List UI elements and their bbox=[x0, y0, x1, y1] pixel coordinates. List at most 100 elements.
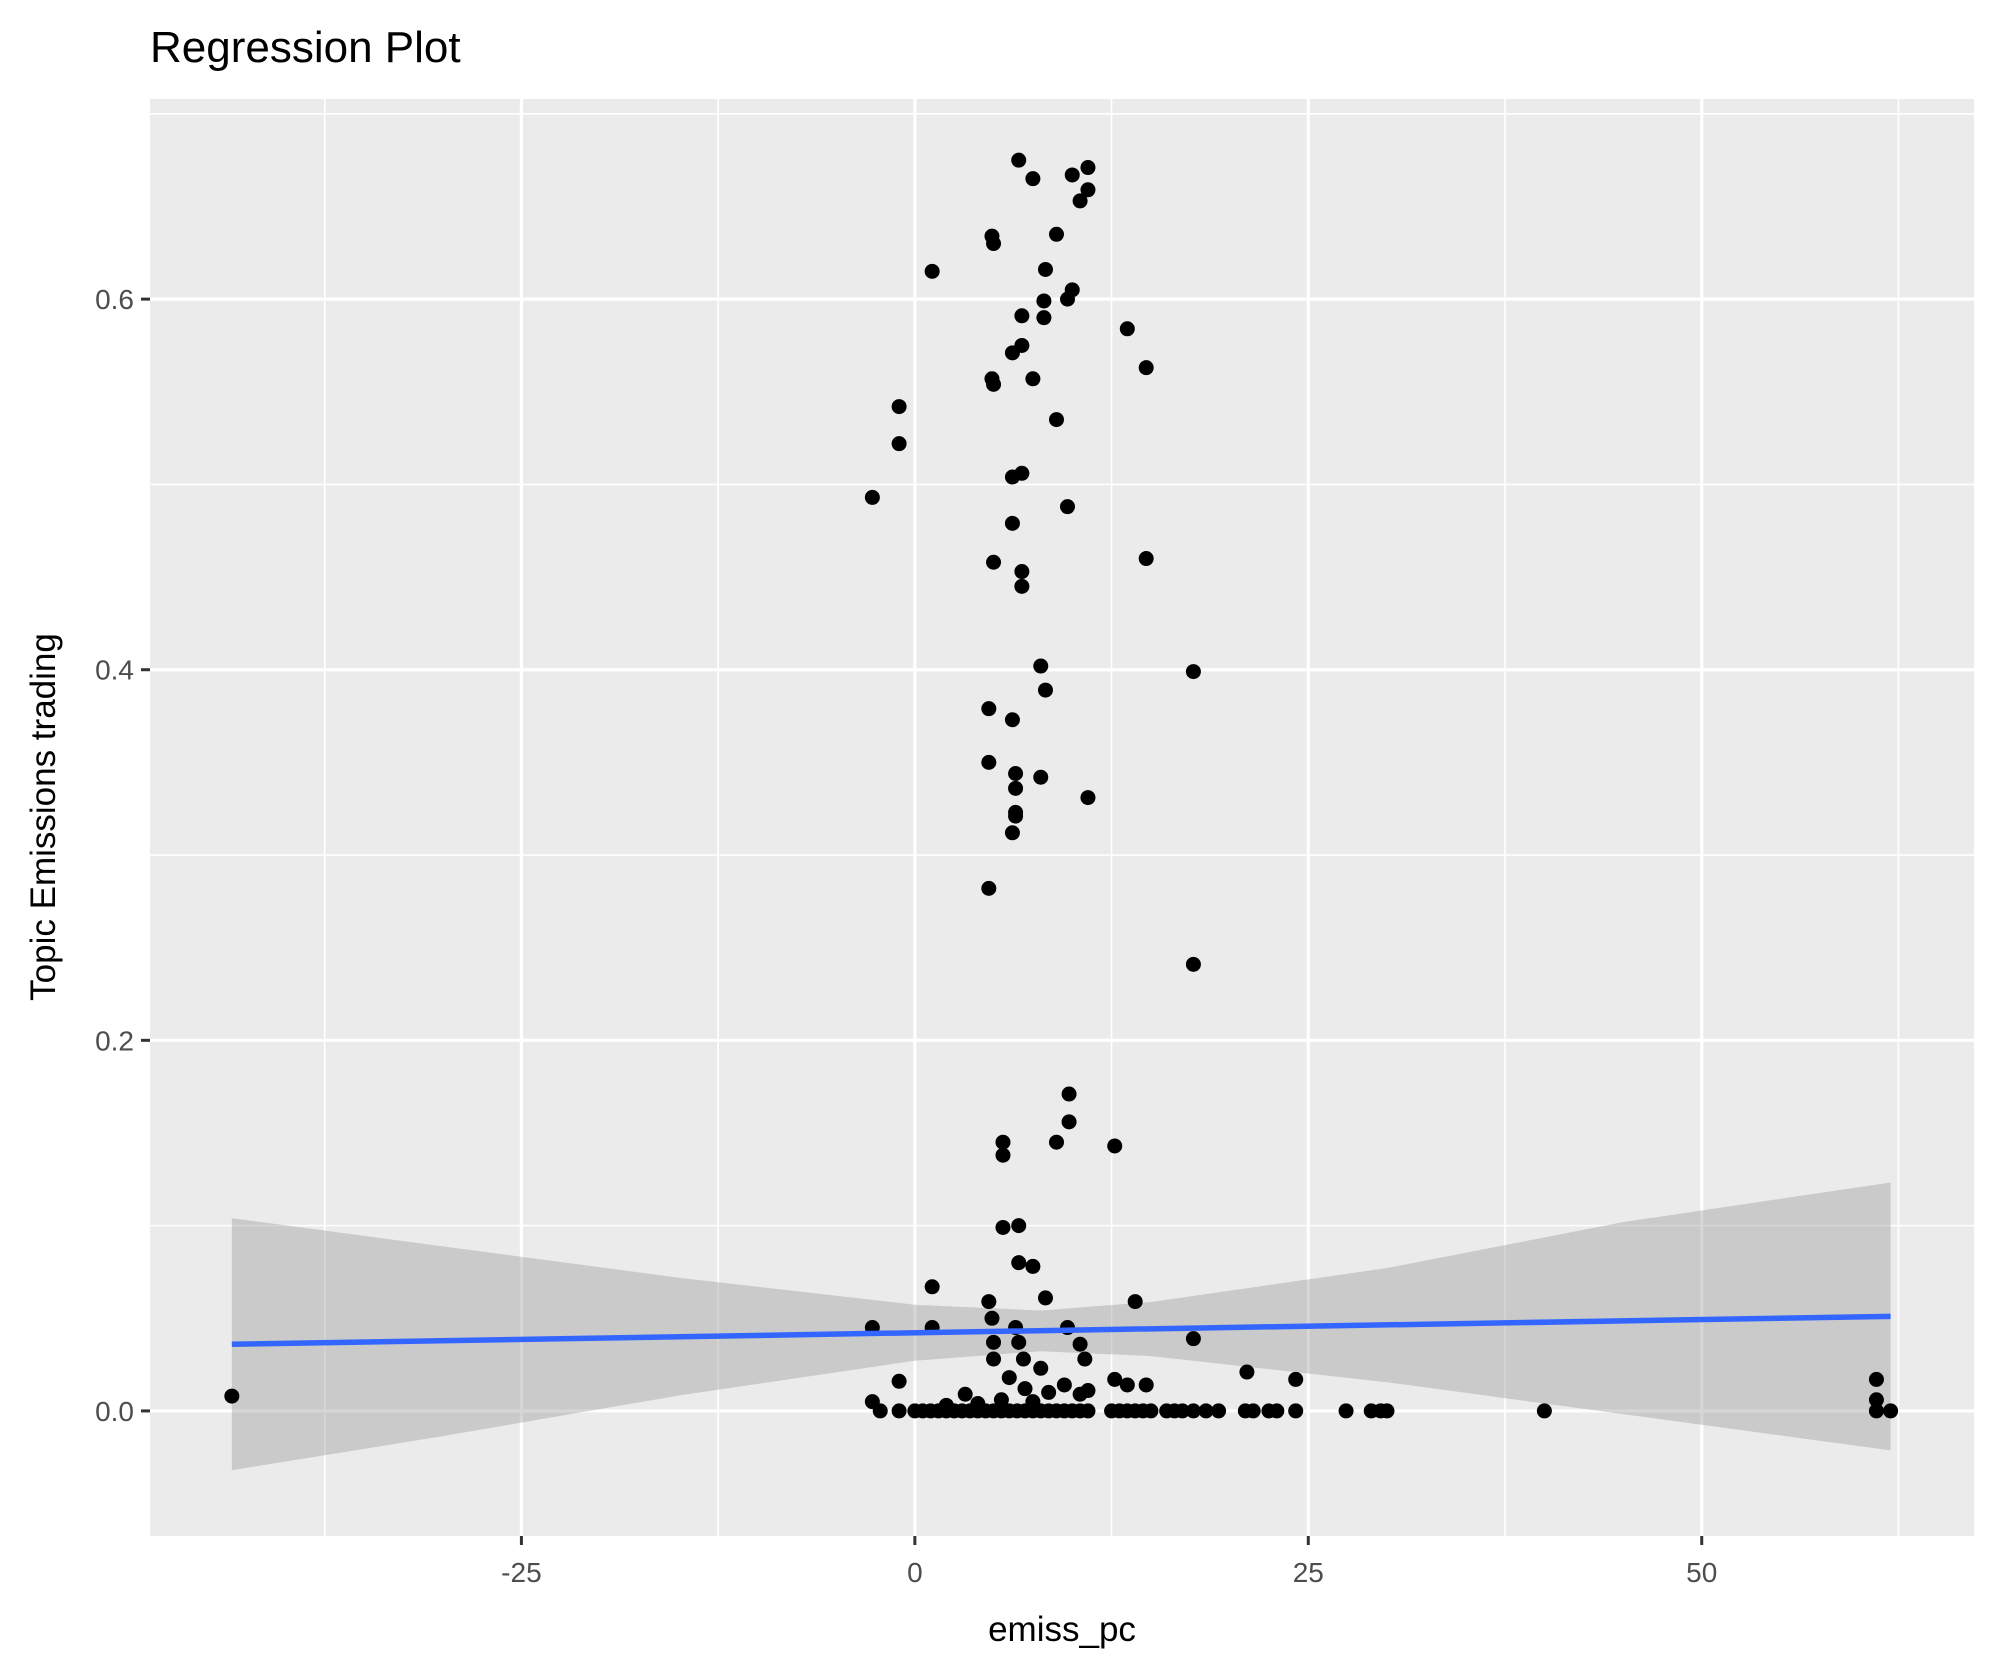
data-point bbox=[224, 1388, 240, 1404]
data-point bbox=[1061, 1114, 1077, 1130]
data-points bbox=[224, 152, 1899, 1419]
data-point bbox=[924, 1279, 940, 1295]
data-point bbox=[1138, 551, 1154, 567]
data-point bbox=[1288, 1371, 1304, 1387]
data-point bbox=[1185, 1331, 1201, 1347]
data-point bbox=[1198, 1403, 1214, 1419]
data-point bbox=[1004, 345, 1020, 361]
data-point bbox=[1868, 1371, 1884, 1387]
data-point bbox=[1080, 1403, 1096, 1419]
data-point bbox=[1017, 1381, 1033, 1397]
data-point bbox=[1107, 1371, 1123, 1387]
data-point bbox=[1072, 193, 1088, 209]
data-point bbox=[1269, 1403, 1285, 1419]
data-point bbox=[1080, 790, 1096, 806]
data-point bbox=[986, 1334, 1002, 1350]
data-point bbox=[1060, 291, 1076, 307]
data-point bbox=[1143, 1403, 1159, 1419]
data-point bbox=[986, 1351, 1002, 1367]
data-point bbox=[1025, 371, 1041, 387]
y-tick-label: 0.2 bbox=[95, 1025, 134, 1056]
y-axis-title: Topic Emissions trading bbox=[24, 633, 63, 1001]
data-point bbox=[1004, 515, 1020, 531]
data-point bbox=[1064, 167, 1080, 183]
data-point bbox=[986, 376, 1002, 392]
data-point bbox=[1015, 1351, 1031, 1367]
data-point bbox=[1008, 808, 1024, 824]
data-point bbox=[1014, 578, 1030, 594]
data-point bbox=[995, 1134, 1011, 1150]
data-point bbox=[1011, 1334, 1027, 1350]
data-point bbox=[1127, 1294, 1143, 1310]
data-point bbox=[1041, 1384, 1057, 1400]
data-point bbox=[1077, 1351, 1093, 1367]
data-point bbox=[1138, 360, 1154, 376]
data-point bbox=[1036, 310, 1052, 326]
data-point bbox=[1080, 182, 1096, 198]
axes: -25 0 25 50 0.0 0.2 0.4 0.6 bbox=[95, 284, 1717, 1588]
data-point bbox=[891, 1403, 907, 1419]
data-point bbox=[957, 1386, 973, 1402]
data-point bbox=[986, 554, 1002, 570]
regression-line-path bbox=[231, 1313, 1891, 1347]
data-point bbox=[1119, 1377, 1135, 1393]
data-point bbox=[1014, 564, 1030, 580]
data-point bbox=[981, 880, 997, 896]
data-point bbox=[1138, 1377, 1154, 1393]
data-point bbox=[1008, 780, 1024, 796]
data-point bbox=[1185, 664, 1201, 680]
data-point bbox=[1107, 1138, 1123, 1154]
data-point bbox=[1061, 1086, 1077, 1102]
data-point bbox=[1037, 682, 1053, 698]
data-point bbox=[1338, 1403, 1354, 1419]
data-point bbox=[1014, 465, 1030, 481]
data-point bbox=[1048, 412, 1064, 428]
data-point bbox=[984, 1310, 1000, 1326]
data-point bbox=[1288, 1403, 1304, 1419]
data-point bbox=[1883, 1403, 1899, 1419]
data-point bbox=[1060, 499, 1076, 515]
data-point bbox=[1036, 293, 1052, 309]
data-point bbox=[1056, 1377, 1072, 1393]
data-point bbox=[995, 1219, 1011, 1235]
y-tick-label: 0.0 bbox=[95, 1396, 134, 1427]
data-point bbox=[1868, 1392, 1884, 1408]
data-point bbox=[1011, 1255, 1027, 1271]
data-point bbox=[1014, 308, 1030, 324]
data-point bbox=[1011, 152, 1027, 168]
data-point bbox=[1174, 1403, 1190, 1419]
data-point bbox=[1868, 1403, 1884, 1419]
x-tick-label: -25 bbox=[501, 1557, 541, 1588]
data-point bbox=[891, 436, 907, 452]
data-point bbox=[1004, 712, 1020, 728]
data-point bbox=[891, 1373, 907, 1389]
data-point bbox=[1033, 1360, 1049, 1376]
x-axis-title: emiss_pc bbox=[988, 1610, 1136, 1649]
y-tick-label: 0.4 bbox=[95, 655, 134, 686]
data-point bbox=[1239, 1364, 1255, 1380]
data-point bbox=[1536, 1403, 1552, 1419]
data-point bbox=[1008, 765, 1024, 781]
data-point bbox=[981, 1294, 997, 1310]
y-tick-label: 0.6 bbox=[95, 284, 134, 315]
data-point bbox=[1072, 1336, 1088, 1352]
data-point bbox=[1037, 261, 1053, 277]
data-point bbox=[891, 399, 907, 415]
data-point bbox=[981, 701, 997, 717]
data-point bbox=[1004, 825, 1020, 841]
data-point bbox=[1033, 769, 1049, 785]
data-point bbox=[1211, 1403, 1227, 1419]
data-point bbox=[1080, 160, 1096, 176]
data-point bbox=[1048, 226, 1064, 242]
data-point bbox=[1245, 1403, 1261, 1419]
regression-line bbox=[231, 1313, 1891, 1347]
data-point bbox=[995, 1147, 1011, 1163]
data-point bbox=[872, 1403, 888, 1419]
x-tick-label: 0 bbox=[907, 1557, 923, 1588]
data-point bbox=[1037, 1290, 1053, 1306]
data-point bbox=[1025, 1258, 1041, 1274]
data-point bbox=[993, 1392, 1009, 1408]
x-tick-label: 50 bbox=[1686, 1557, 1717, 1588]
data-point bbox=[1379, 1403, 1395, 1419]
